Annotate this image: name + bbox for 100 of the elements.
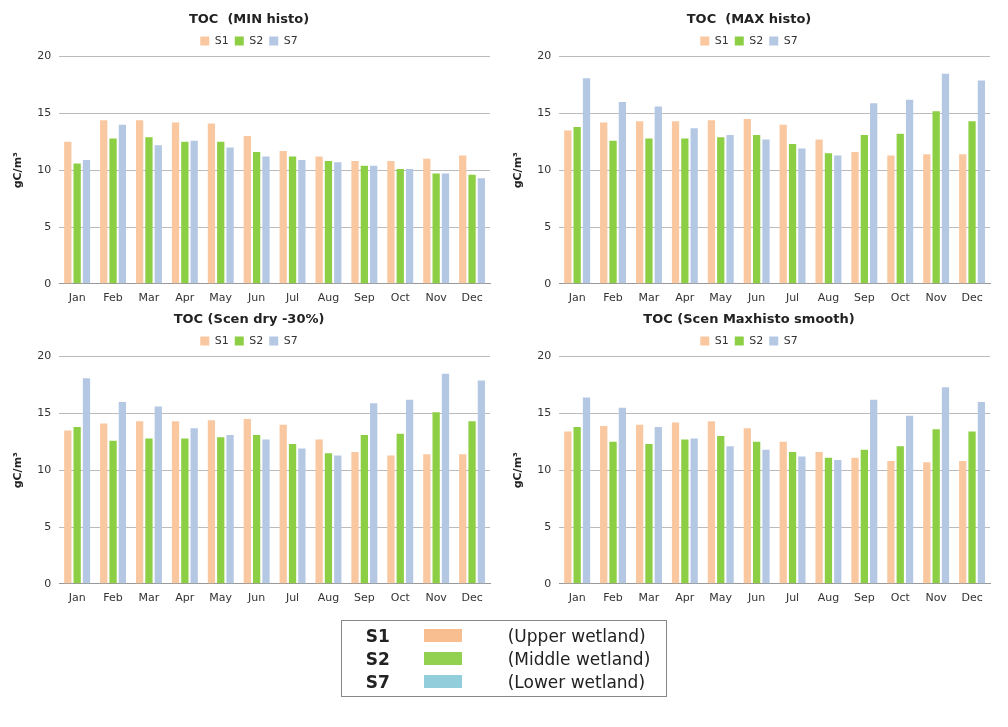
bar bbox=[690, 438, 698, 584]
bar bbox=[226, 434, 234, 584]
bar bbox=[870, 103, 878, 284]
y-tick-label: 20 bbox=[537, 49, 552, 63]
y-axis-title: gC/m³ bbox=[511, 451, 525, 489]
bar bbox=[968, 431, 976, 584]
bar bbox=[405, 169, 414, 284]
x-tick-label: Feb bbox=[103, 591, 123, 605]
bar bbox=[681, 439, 689, 584]
x-tick-label: Jul bbox=[784, 591, 800, 605]
bar bbox=[635, 424, 644, 584]
bar bbox=[851, 457, 859, 584]
bar bbox=[82, 159, 91, 284]
bar bbox=[171, 421, 180, 584]
x-tick-label: Mar bbox=[638, 591, 660, 605]
bar bbox=[618, 407, 627, 584]
legend-label: S1 bbox=[714, 333, 729, 347]
bar bbox=[923, 462, 931, 584]
bar bbox=[181, 141, 189, 284]
bar bbox=[145, 438, 153, 584]
bar bbox=[707, 120, 716, 284]
bar bbox=[253, 434, 261, 584]
x-tick-label: Feb bbox=[603, 591, 623, 605]
bar bbox=[743, 428, 751, 584]
bar bbox=[109, 138, 117, 284]
bar bbox=[135, 120, 144, 284]
bar bbox=[887, 461, 895, 584]
x-tick-label: May bbox=[709, 291, 733, 305]
x-tick-label: Dec bbox=[461, 291, 483, 305]
bar bbox=[262, 156, 270, 284]
bar bbox=[396, 169, 404, 284]
x-tick-label: Jan bbox=[567, 291, 586, 305]
bar bbox=[815, 452, 823, 584]
bar bbox=[690, 128, 698, 284]
y-tick-label: 5 bbox=[544, 219, 552, 233]
bar bbox=[717, 436, 725, 584]
x-tick-label: Sep bbox=[353, 291, 375, 305]
bar bbox=[324, 453, 333, 584]
legend-label: S7 bbox=[783, 333, 798, 347]
y-tick-label: 0 bbox=[44, 276, 52, 290]
bar bbox=[743, 119, 751, 284]
y-tick-label: 15 bbox=[537, 106, 552, 120]
y-tick-label: 10 bbox=[537, 463, 552, 477]
x-tick-label: Sep bbox=[853, 591, 875, 605]
bar bbox=[154, 406, 162, 584]
bar bbox=[298, 448, 306, 584]
bar bbox=[671, 422, 680, 584]
bar bbox=[834, 459, 842, 584]
bar bbox=[405, 399, 414, 584]
x-tick-label: Apr bbox=[675, 291, 695, 305]
x-tick-label: Dec bbox=[961, 591, 983, 605]
bar bbox=[923, 154, 931, 284]
bar bbox=[654, 427, 662, 584]
text: (Lower wetland) bbox=[507, 671, 646, 692]
x-tick-label: Mar bbox=[138, 291, 160, 305]
bar bbox=[798, 456, 806, 584]
bar bbox=[824, 153, 833, 284]
legend-label: S1 bbox=[714, 33, 729, 47]
bar bbox=[851, 152, 859, 284]
bar bbox=[788, 452, 797, 584]
bar bbox=[834, 155, 842, 284]
bar bbox=[253, 152, 261, 284]
y-tick-label: 15 bbox=[537, 406, 552, 420]
chart-title: TOC (MAX histo) bbox=[686, 11, 812, 27]
bar bbox=[977, 80, 986, 284]
legend-label: S1 bbox=[214, 33, 229, 47]
bar bbox=[459, 454, 467, 584]
x-tick-label: Jun bbox=[247, 291, 266, 305]
category-label: S1 bbox=[364, 625, 391, 646]
bar bbox=[860, 449, 868, 584]
bar bbox=[717, 137, 725, 284]
y-tick-label: 20 bbox=[37, 349, 52, 363]
bar bbox=[100, 120, 108, 284]
bar bbox=[207, 420, 216, 584]
bar bbox=[905, 99, 914, 284]
bar bbox=[477, 380, 486, 584]
x-tick-label: Sep bbox=[353, 591, 375, 605]
bar bbox=[243, 419, 251, 584]
bar bbox=[387, 455, 395, 584]
y-axis-title: gC/m³ bbox=[11, 451, 25, 489]
bar bbox=[468, 174, 476, 284]
x-tick-label: Aug bbox=[317, 591, 340, 605]
bar bbox=[609, 140, 617, 284]
bar bbox=[788, 144, 797, 284]
bar bbox=[226, 147, 234, 284]
bar bbox=[798, 148, 806, 284]
bar bbox=[64, 141, 72, 284]
x-tick-label: Jan bbox=[567, 591, 586, 605]
bar bbox=[396, 433, 404, 584]
bar bbox=[279, 424, 287, 584]
bar bbox=[477, 178, 486, 284]
bar bbox=[726, 134, 734, 284]
y-tick-label: 20 bbox=[537, 349, 552, 363]
bar bbox=[896, 133, 904, 284]
bar bbox=[671, 121, 680, 284]
bar bbox=[118, 402, 127, 584]
bar bbox=[582, 78, 591, 284]
bar bbox=[600, 425, 608, 584]
bar bbox=[905, 415, 914, 584]
bar bbox=[441, 173, 450, 284]
